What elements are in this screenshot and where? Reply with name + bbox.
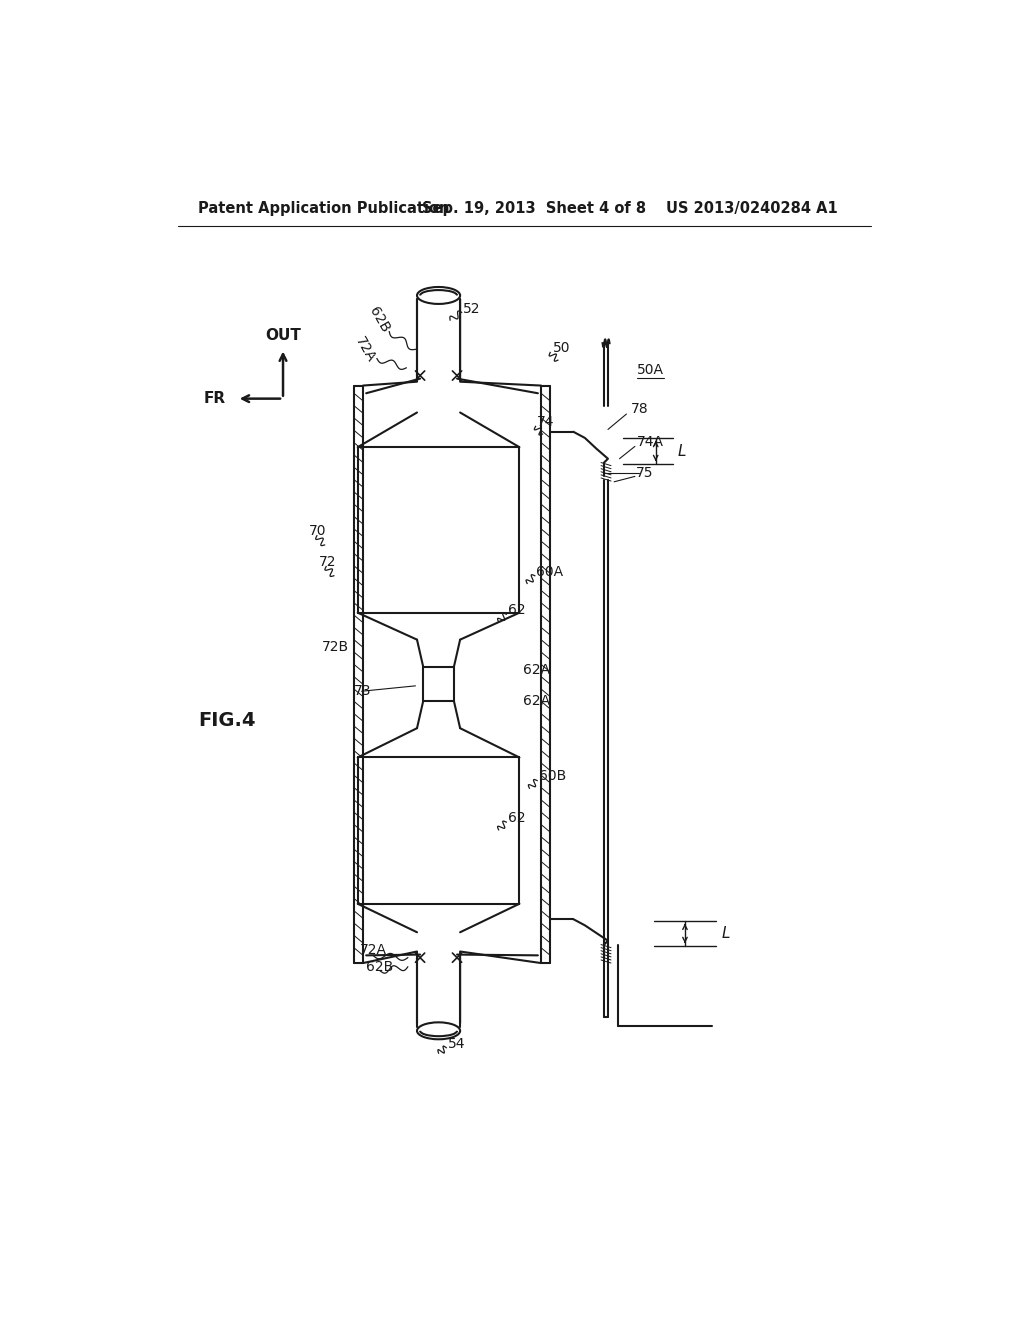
Text: 70: 70 <box>309 524 327 539</box>
Text: 62B: 62B <box>367 960 393 974</box>
Text: 60A: 60A <box>537 565 563 579</box>
Text: 60B: 60B <box>539 770 566 783</box>
Text: US 2013/0240284 A1: US 2013/0240284 A1 <box>666 201 838 216</box>
Text: 78: 78 <box>631 403 648 416</box>
Text: L: L <box>677 444 686 458</box>
Text: 72A: 72A <box>360 942 387 957</box>
Text: Patent Application Publication: Patent Application Publication <box>199 201 450 216</box>
Text: 62: 62 <box>508 810 525 825</box>
Text: 62A: 62A <box>523 694 550 709</box>
Text: OUT: OUT <box>265 327 301 343</box>
Text: 73: 73 <box>354 684 372 698</box>
Text: 54: 54 <box>447 1038 465 1051</box>
Text: 75: 75 <box>636 466 653 479</box>
Text: 62: 62 <box>508 603 525 616</box>
Text: 74A: 74A <box>637 434 665 449</box>
Text: FIG.4: FIG.4 <box>199 711 256 730</box>
Text: Sep. 19, 2013  Sheet 4 of 8: Sep. 19, 2013 Sheet 4 of 8 <box>422 201 646 216</box>
Text: 72: 72 <box>318 554 336 569</box>
Text: L: L <box>722 925 730 941</box>
Text: 62A: 62A <box>523 664 550 677</box>
Text: 62B: 62B <box>367 305 392 335</box>
Text: 52: 52 <box>463 302 480 317</box>
Text: 72A: 72A <box>352 334 378 364</box>
Text: 50A: 50A <box>637 363 665 378</box>
Text: 50: 50 <box>553 341 570 355</box>
Text: FR: FR <box>203 391 225 407</box>
Text: 74: 74 <box>538 414 555 429</box>
Text: 72B: 72B <box>322 640 348 655</box>
